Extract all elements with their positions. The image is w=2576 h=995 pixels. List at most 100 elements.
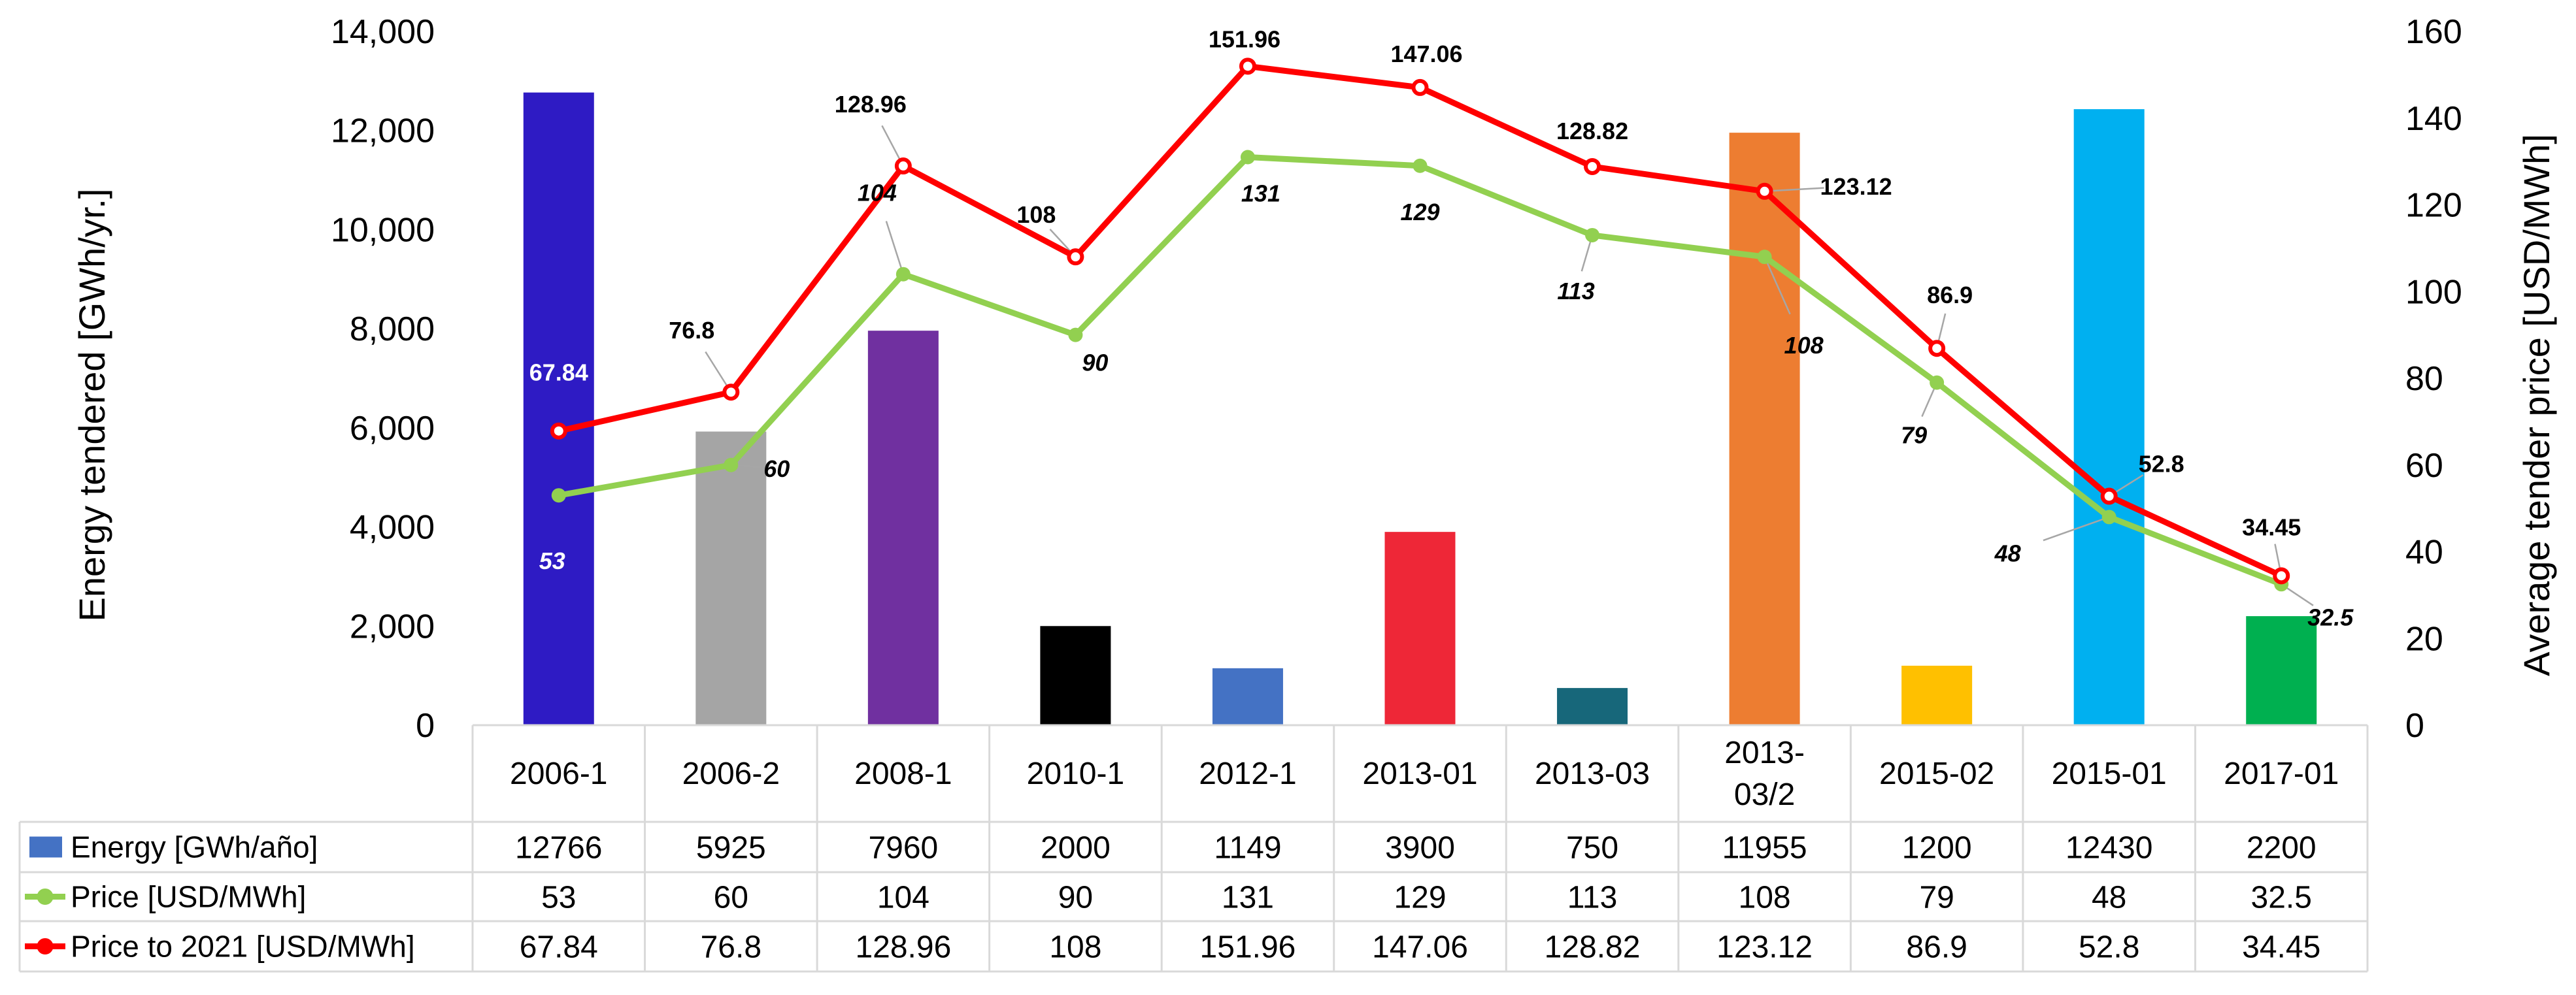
- price-2021-marker: [1067, 248, 1084, 266]
- price-data-label: 48: [1994, 540, 2021, 566]
- table-cell: 108: [1049, 930, 1101, 965]
- data-table: 2006-1 2006-2 2008-1 2010-1 2012-1 2013-01 201…: [18, 724, 2369, 973]
- price-2021-marker: [2100, 487, 2118, 505]
- price-2021-data-label: 86.9: [1927, 282, 1973, 308]
- category-label: 2012-1: [1199, 757, 1296, 791]
- right-tick-label: 120: [2405, 187, 2462, 225]
- table-cell: 129: [1394, 881, 1446, 915]
- energy-bar: [1729, 133, 1800, 725]
- table-cell: 104: [877, 881, 929, 915]
- left-axis-ticks: 0 2,000 4,000 6,000 8,000 10,000 12,000 14,000: [331, 13, 435, 745]
- price-marker: [1240, 150, 1255, 165]
- left-tick-label: 6,000: [350, 410, 435, 448]
- price-2021-marker: [1928, 340, 1946, 357]
- table-cell: 52.8: [2079, 930, 2139, 965]
- price-2021-data-label: 34.45: [2242, 514, 2301, 540]
- table-cell: 750: [1566, 831, 1618, 866]
- table-cell: 34.45: [2242, 930, 2320, 965]
- price-2021-marker: [2273, 567, 2290, 585]
- left-tick-label: 14,000: [331, 13, 435, 51]
- table-cell: 3900: [1385, 831, 1455, 866]
- price-data-label: 32.5: [2307, 604, 2354, 630]
- right-axis-ticks: 0 20 40 60 80 100 120 140 160: [2405, 13, 2462, 745]
- price-2021-data-label: 76.8: [669, 317, 714, 344]
- table-cell: 113: [1567, 881, 1618, 915]
- category-label: 2017-01: [2224, 757, 2339, 791]
- price-label-leader: [1764, 256, 1791, 315]
- price-2021-data-label: 147.06: [1390, 41, 1462, 67]
- table-cell: 79: [1919, 881, 1954, 915]
- price-2021-data-label: 67.84: [529, 359, 588, 386]
- table-cell: 128.96: [855, 930, 951, 965]
- price-data-label: 90: [1082, 350, 1108, 376]
- table-cell: 147.06: [1372, 930, 1468, 965]
- price-data-label: 129: [1400, 199, 1439, 225]
- table-cell: 86.9: [1906, 930, 1967, 965]
- right-tick-label: 160: [2405, 13, 2462, 51]
- table-cell: 53: [541, 881, 576, 915]
- energy-bar: [1901, 665, 1973, 725]
- legend-label: Price to 2021 [USD/MWh]: [71, 930, 415, 964]
- table-cell: 67.84: [520, 930, 598, 965]
- price-data-label: 108: [1784, 332, 1824, 359]
- energy-bar: [1212, 668, 1283, 725]
- data-labels: 53 60 104 90 131 129 113 108 79 48 32.5 67.84 76.8 12…: [529, 25, 2354, 630]
- price-data-label: 131: [1241, 180, 1280, 206]
- table-cell: 1149: [1214, 831, 1281, 866]
- price-2021-marker: [894, 157, 912, 175]
- price-lines: [550, 57, 2290, 592]
- price-marker: [2101, 510, 2116, 525]
- legend-label: Price [USD/MWh]: [71, 880, 306, 914]
- left-axis-title: Energy tendered [GWh/yr.]: [71, 189, 112, 622]
- table-cell: 2000: [1041, 831, 1111, 866]
- table-cell: 12766: [515, 831, 602, 866]
- energy-bar: [1384, 532, 1456, 725]
- right-tick-label: 60: [2405, 447, 2443, 485]
- table-cell: 76.8: [701, 930, 761, 965]
- table-cell: 12430: [2066, 831, 2152, 866]
- price-2021-data-label: 108: [1016, 201, 1056, 228]
- right-tick-label: 40: [2405, 534, 2443, 572]
- price-2021-label-leader: [1764, 187, 1824, 193]
- price-2021-marker: [550, 422, 567, 440]
- price-data-label: 113: [1557, 278, 1594, 304]
- price-marker: [724, 457, 739, 472]
- category-label: 03/2: [1734, 777, 1795, 812]
- category-label: 2008-1: [854, 757, 952, 791]
- table-cell: 108: [1739, 881, 1791, 915]
- table-cell: 48: [2092, 881, 2126, 915]
- price-label-leader: [885, 221, 905, 275]
- table-cell: 90: [1058, 881, 1093, 915]
- price-label-leader: [2043, 516, 2110, 542]
- category-label: 2010-1: [1027, 757, 1124, 791]
- legend-marker: [37, 938, 54, 954]
- energy-legend-swatch: [29, 836, 62, 858]
- price-2021-data-label: 151.96: [1209, 25, 1280, 52]
- category-label: 2006-1: [510, 757, 607, 791]
- left-tick-label: 8,000: [350, 310, 435, 348]
- price-marker: [1068, 327, 1083, 342]
- category-label: 2006-2: [682, 757, 780, 791]
- energy-bar: [2073, 109, 2145, 726]
- energy-bar: [2246, 616, 2317, 725]
- left-tick-label: 12,000: [331, 112, 435, 150]
- label-leader-lines: [705, 125, 2314, 606]
- table-cell: 1200: [1902, 831, 1972, 866]
- table-cell: 2200: [2247, 831, 2317, 866]
- right-tick-label: 100: [2405, 273, 2462, 311]
- right-tick-label: 80: [2405, 360, 2443, 398]
- price-2021-marker: [1756, 182, 1773, 200]
- price-marker: [1757, 250, 1772, 265]
- table-cell: 151.96: [1200, 930, 1296, 965]
- right-tick-label: 140: [2405, 100, 2462, 138]
- price-2021-marker: [1411, 78, 1429, 96]
- price-2021-data-label: 52.8: [2139, 451, 2184, 478]
- energy-bar: [695, 431, 767, 725]
- left-tick-label: 4,000: [350, 509, 435, 547]
- category-label: 2013-: [1724, 736, 1805, 770]
- table-cell: 131: [1222, 881, 1274, 915]
- right-tick-label: 20: [2405, 620, 2443, 658]
- legend-label: Energy [GWh/año]: [71, 830, 318, 864]
- right-tick-label: 0: [2405, 707, 2424, 745]
